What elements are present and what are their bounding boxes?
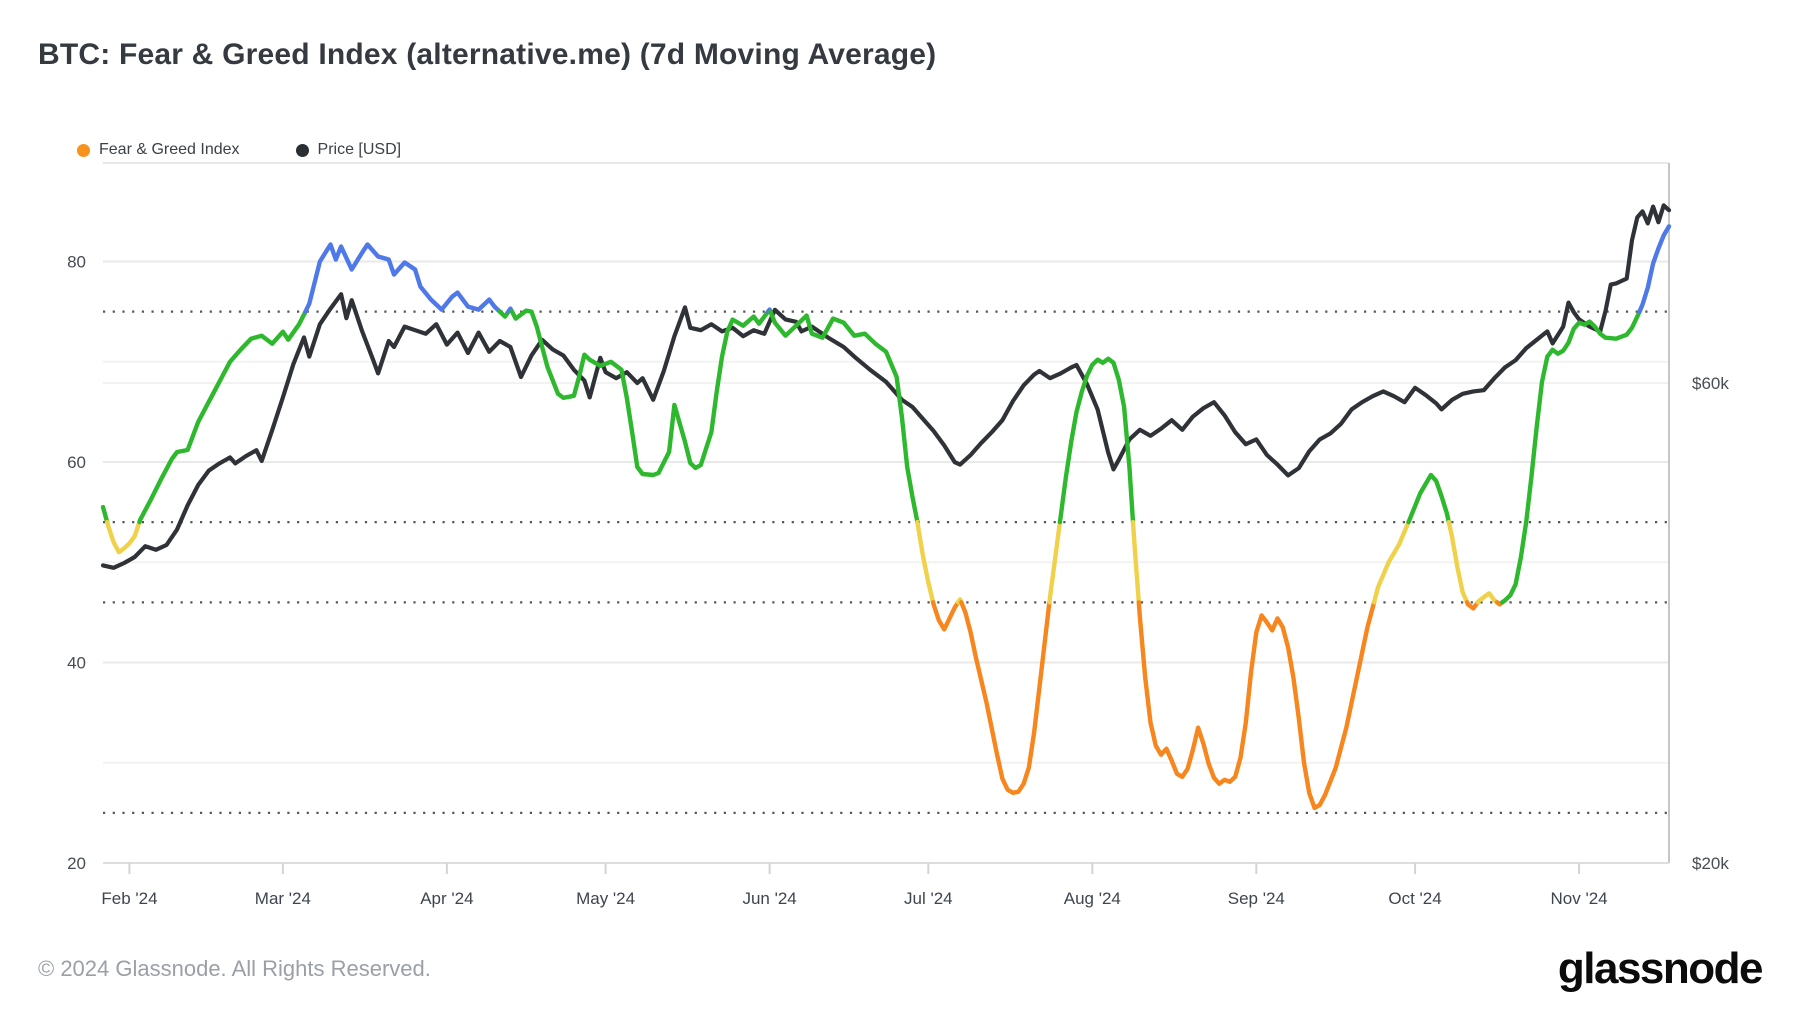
svg-text:May '24: May '24	[576, 889, 635, 908]
copyright-text: © 2024 Glassnode. All Rights Reserved.	[38, 956, 431, 981]
legend-label: Price [USD]	[317, 141, 402, 158]
svg-text:Nov '24: Nov '24	[1551, 889, 1608, 908]
glassnode-logo: glassnode	[1557, 944, 1764, 993]
legend-item-price[interactable]: Price [USD]	[295, 141, 402, 159]
legend-label: Fear & Greed Index	[99, 141, 240, 158]
price-legend-dot-icon	[295, 143, 309, 157]
svg-text:Jun '24: Jun '24	[742, 889, 796, 908]
svg-text:$60k: $60k	[1692, 374, 1729, 393]
chart-area[interactable]: Feb '24 Mar '24 Apr '24 May '24 Jun '24 Jul '…	[0, 0, 1800, 940]
svg-text:20: 20	[67, 854, 86, 873]
svg-text:40: 40	[67, 654, 86, 673]
svg-text:Mar '24: Mar '24	[255, 889, 311, 908]
fear-greed-line[interactable]	[100, 224, 1672, 811]
right-axis: $20k $60k	[1692, 374, 1729, 873]
left-axis: 20 40 60 80	[67, 253, 86, 874]
fear-greed-legend-dot-icon	[77, 143, 90, 157]
gridlines	[103, 162, 1670, 864]
svg-text:Apr '24: Apr '24	[420, 889, 473, 908]
price-line[interactable]	[100, 203, 1672, 570]
chart-canvas[interactable]: Feb '24 Mar '24 Apr '24 May '24 Jun '24 Jul '…	[0, 0, 1800, 940]
svg-text:$20k: $20k	[1692, 854, 1729, 873]
svg-text:60: 60	[67, 453, 86, 472]
svg-text:Oct '24: Oct '24	[1388, 889, 1441, 908]
svg-text:Feb '24: Feb '24	[101, 889, 157, 908]
legend-item-fear-greed[interactable]: Fear & Greed Index	[77, 141, 240, 159]
chart-legend: Fear & Greed Index Price [USD]	[77, 141, 401, 159]
svg-text:80: 80	[67, 253, 86, 272]
x-axis: Feb '24 Mar '24 Apr '24 May '24 Jun '24 Jul '…	[101, 863, 1608, 908]
svg-text:Sep '24: Sep '24	[1228, 889, 1285, 908]
svg-text:Aug '24: Aug '24	[1064, 889, 1121, 908]
svg-text:Jul '24: Jul '24	[904, 889, 953, 908]
page-title: BTC: Fear & Greed Index (alternative.me)…	[38, 38, 937, 71]
